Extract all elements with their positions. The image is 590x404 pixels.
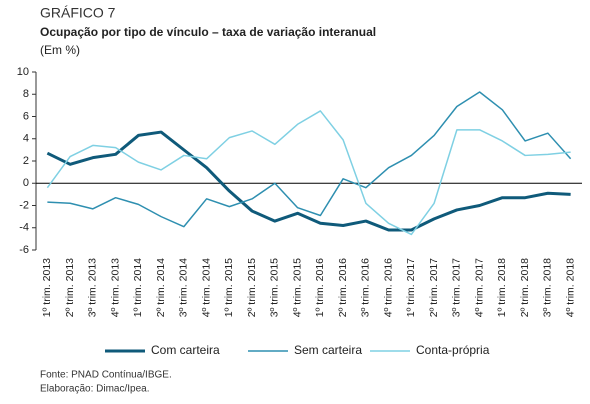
- x-tick-label: 3º trim. 2018: [542, 258, 554, 317]
- y-tick-label: 10: [17, 66, 29, 78]
- series-line: [47, 91, 572, 228]
- x-tick-label: 3º trim. 2017: [451, 258, 463, 317]
- x-tick-label: 4º trim. 2014: [200, 258, 212, 317]
- x-tick-label: 3º trim. 2014: [178, 258, 190, 317]
- x-tick-label: 3º trim. 2013: [87, 258, 99, 317]
- y-tick-label: 4: [23, 133, 29, 145]
- x-tick-label: 3º trim. 2016: [360, 258, 372, 317]
- y-tick-label: -4: [19, 222, 29, 234]
- x-tick-label: 2º trim. 2013: [64, 258, 76, 317]
- series-line: [46, 110, 571, 236]
- unit-label: (Em %): [40, 43, 80, 57]
- x-tick-label: 1º trim. 2014: [132, 258, 144, 317]
- x-tick-label: 1º trim. 2015: [223, 258, 235, 317]
- x-tick-label: 4º trim. 2015: [291, 258, 303, 317]
- y-tick-label: 2: [23, 155, 29, 167]
- y-tick-label: 8: [23, 88, 29, 100]
- legend-label: Sem carteira: [294, 343, 362, 357]
- x-tick-label: 4º trim. 2013: [109, 258, 121, 317]
- x-tick-label: 1º trim. 2018: [496, 258, 508, 317]
- x-tick-label: 4º trim. 2016: [382, 258, 394, 317]
- x-tick-label: 2º trim. 2015: [246, 258, 258, 317]
- x-tick-label: 1º trim. 2013: [41, 258, 53, 317]
- credit-note: Elaboração: Dimac/Ipea.: [40, 384, 150, 395]
- x-tick-label: 1º trim. 2016: [314, 258, 326, 317]
- y-tick-label: -6: [19, 244, 29, 256]
- x-tick-label: 2º trim. 2016: [337, 258, 349, 317]
- chart-title: GRÁFICO 7: [40, 5, 116, 21]
- legend-label: Conta-própria: [416, 343, 490, 357]
- y-tick-label: -2: [19, 199, 29, 211]
- x-tick-label: 2º trim. 2018: [519, 258, 531, 317]
- chart-subtitle: Ocupação por tipo de vínculo – taxa de v…: [40, 25, 376, 39]
- x-tick-label: 3º trim. 2015: [269, 258, 281, 317]
- x-tick-label: 2º trim. 2014: [155, 258, 167, 317]
- x-tick-label: 4º trim. 2017: [473, 258, 485, 317]
- y-tick-label: 0: [23, 177, 29, 189]
- x-tick-label: 1º trim. 2017: [405, 258, 417, 317]
- x-tick-label: 4º trim. 2018: [564, 258, 576, 317]
- legend-label: Com carteira: [151, 343, 220, 357]
- source-note: Fonte: PNAD Contínua/IBGE.: [40, 370, 172, 381]
- y-tick-label: 6: [23, 110, 29, 122]
- x-tick-label: 2º trim. 2017: [428, 258, 440, 317]
- series-line: [46, 130, 571, 232]
